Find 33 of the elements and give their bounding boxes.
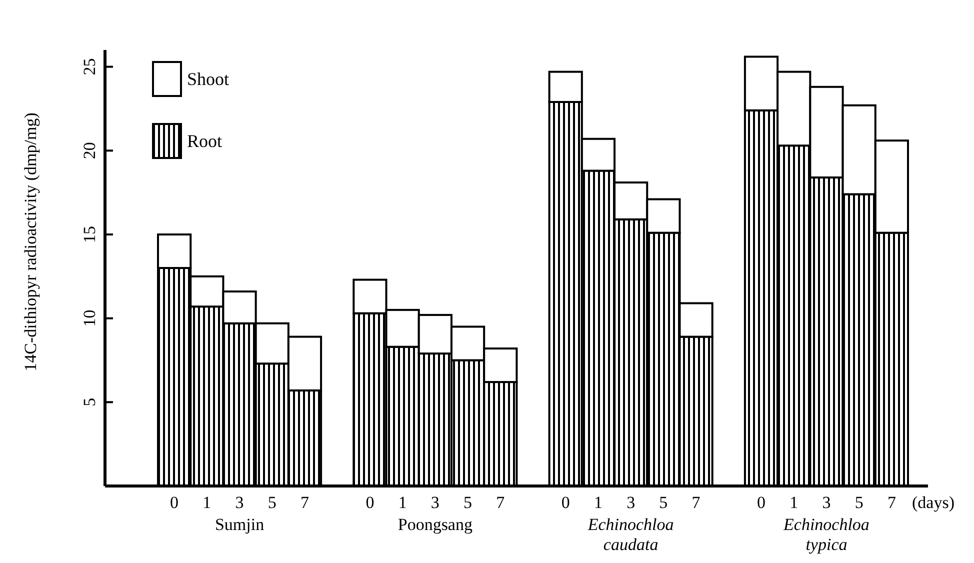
x-tick-label: 1 — [594, 493, 602, 512]
y-tick-label: 15 — [80, 226, 99, 243]
y-tick-label: 10 — [80, 310, 99, 327]
x-tick-label: 0 — [561, 493, 570, 512]
text: Echinochloa typica — [782, 515, 870, 554]
x-tick-label: 7 — [887, 493, 896, 512]
x-tick-label: 5 — [659, 493, 668, 512]
text: Echinochloa caudata — [586, 515, 674, 554]
x-tick-label: 3 — [235, 493, 244, 512]
legend-label: Shoot — [187, 69, 230, 89]
y-tick-label: 20 — [80, 142, 99, 160]
x-tick-label: 5 — [464, 493, 472, 512]
x-tick-label: 0 — [757, 493, 766, 512]
y-axis-title: 14C-dithiopyr radioactivity (dmp/mg) — [21, 112, 40, 372]
y-tick-label: 5 — [80, 398, 99, 406]
x-tick-label: 1 — [202, 493, 212, 512]
text: Poongsang — [398, 515, 473, 534]
x-tick-label: 3 — [822, 493, 831, 512]
x-tick-label: 1 — [398, 493, 407, 512]
x-tick-label: 7 — [496, 493, 506, 512]
x-tick-label: 0 — [366, 493, 374, 512]
x-tick-label: 7 — [692, 493, 701, 512]
x-tick-label: 5 — [854, 493, 864, 512]
x-tick-label: 3 — [430, 493, 440, 512]
y-tick-label: 25 — [80, 58, 99, 76]
legend-label: Root — [187, 131, 222, 151]
text: Sumjin — [214, 515, 265, 534]
x-tick-label: 5 — [268, 493, 276, 512]
x-tick-label: 3 — [626, 493, 636, 512]
x-tick-label: 0 — [170, 493, 179, 512]
x-tick-label: 1 — [790, 493, 798, 512]
x-axis-title: (days) — [912, 493, 954, 512]
x-tick-label: 7 — [300, 493, 310, 512]
